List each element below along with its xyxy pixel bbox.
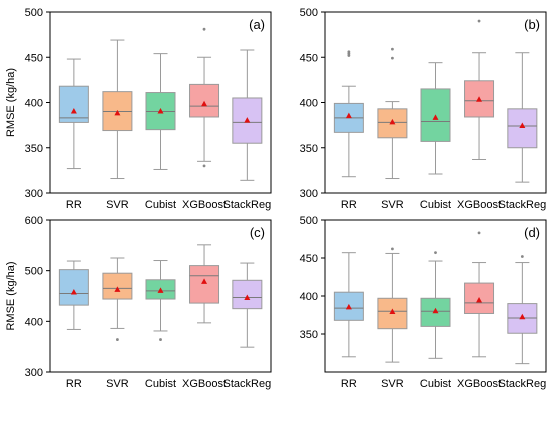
mean-marker [519, 122, 526, 129]
mean-marker [476, 96, 483, 102]
box-xgboost [189, 265, 220, 304]
mean-marker [519, 313, 526, 320]
category-label: StackReg [224, 378, 272, 390]
box-svr [102, 272, 133, 300]
category-label: SVR [381, 199, 404, 211]
mean-marker [70, 288, 77, 295]
category-label: StackReg [224, 199, 272, 211]
category-label: SVR [106, 378, 129, 390]
mean-marker [201, 100, 208, 107]
outlier-point [347, 50, 351, 54]
category-label: StackReg [499, 199, 547, 211]
y-tick-label: 450 [300, 253, 318, 265]
category-label: XGBoost [457, 199, 501, 211]
mean-marker [476, 297, 483, 303]
y-tick-label: 500 [25, 7, 43, 19]
y-tick-label: 400 [25, 316, 43, 328]
y-tick-label: 500 [300, 7, 318, 19]
y-tick-label: 350 [300, 329, 318, 341]
mean-marker [157, 108, 164, 114]
mean-marker [244, 117, 251, 123]
box-rr [58, 269, 89, 306]
y-axis-label: RMSE (kg/ha) [5, 68, 17, 137]
outlier-point [202, 164, 206, 168]
box-xgboost [189, 83, 220, 118]
y-tick-label: 500 [25, 266, 43, 278]
y-tick-label: 600 [25, 215, 43, 227]
y-tick-label: 300 [25, 367, 43, 379]
mean-marker [114, 109, 121, 116]
panel-d: 350 400 450 500 (d) RR SVR Cubist XGBoostStackRe… [300, 215, 547, 390]
y-axis-label: RMSE (kg/ha) [5, 261, 17, 330]
box-stackreg [232, 279, 263, 310]
box-stackreg [507, 108, 538, 149]
mean-marker [244, 294, 251, 301]
category-label: RR [341, 199, 357, 211]
y-tick-label: 400 [25, 98, 43, 110]
category-label: XGBoost [182, 378, 226, 390]
category-label: RR [66, 199, 82, 211]
category-label: SVR [381, 378, 404, 390]
mean-marker [114, 286, 121, 292]
panel-a: 300 350 400 450 500 RMSE (kg/ha) (a) RR SVR Cubis… [5, 7, 272, 211]
outlier-point [391, 247, 394, 251]
category-label: StackReg [499, 378, 547, 390]
outlier-point [477, 231, 481, 235]
panel-c: 300 400 500 600 RMSE (kg/ha) (c) RR SVR Cubist XG… [5, 215, 272, 390]
category-label: XGBoost [182, 199, 226, 211]
outlier-point [159, 338, 162, 341]
panel-label: (a) [249, 17, 265, 32]
y-tick-label: 350 [25, 143, 43, 155]
category-label: RR [66, 378, 82, 390]
mean-marker [70, 108, 77, 114]
panel-label: (d) [524, 225, 540, 240]
mean-marker [389, 308, 396, 314]
category-label: Cubist [145, 378, 176, 390]
plot-frame [49, 219, 272, 373]
panel-label: (b) [524, 17, 540, 32]
outlier-point [434, 251, 437, 255]
y-tick-label: 500 [300, 215, 318, 227]
y-tick-label: 450 [300, 52, 318, 64]
y-tick-label: 350 [300, 143, 318, 155]
category-label: Cubist [420, 378, 451, 390]
outlier-point [520, 255, 524, 258]
mean-marker [345, 112, 352, 119]
y-tick-label: 450 [25, 52, 43, 64]
outlier-point [391, 47, 394, 51]
category-label: Cubist [420, 199, 451, 211]
outlier-point [116, 338, 119, 341]
category-label: XGBoost [457, 378, 501, 390]
category-label: RR [341, 378, 357, 390]
y-tick-label: 400 [300, 98, 318, 110]
box-rr [333, 291, 364, 321]
box-rr [58, 85, 89, 123]
y-tick-label: 300 [25, 188, 43, 200]
category-label: SVR [106, 199, 129, 211]
mean-marker [345, 303, 352, 310]
mean-marker [201, 278, 208, 284]
category-label: Cubist [145, 199, 176, 211]
panel-b: 300 350 400 450 500 (b) RR SVR Cubist XGBoostStac… [300, 7, 547, 211]
outlier-point [202, 27, 206, 31]
y-tick-label: 300 [300, 188, 318, 200]
panel-label: (c) [250, 225, 265, 240]
mean-marker [157, 287, 164, 293]
y-tick-label: 400 [300, 291, 318, 303]
mean-marker [432, 114, 439, 120]
outlier-point [391, 56, 394, 60]
mean-marker [389, 118, 396, 125]
outlier-point [477, 19, 481, 23]
mean-marker [432, 307, 439, 314]
